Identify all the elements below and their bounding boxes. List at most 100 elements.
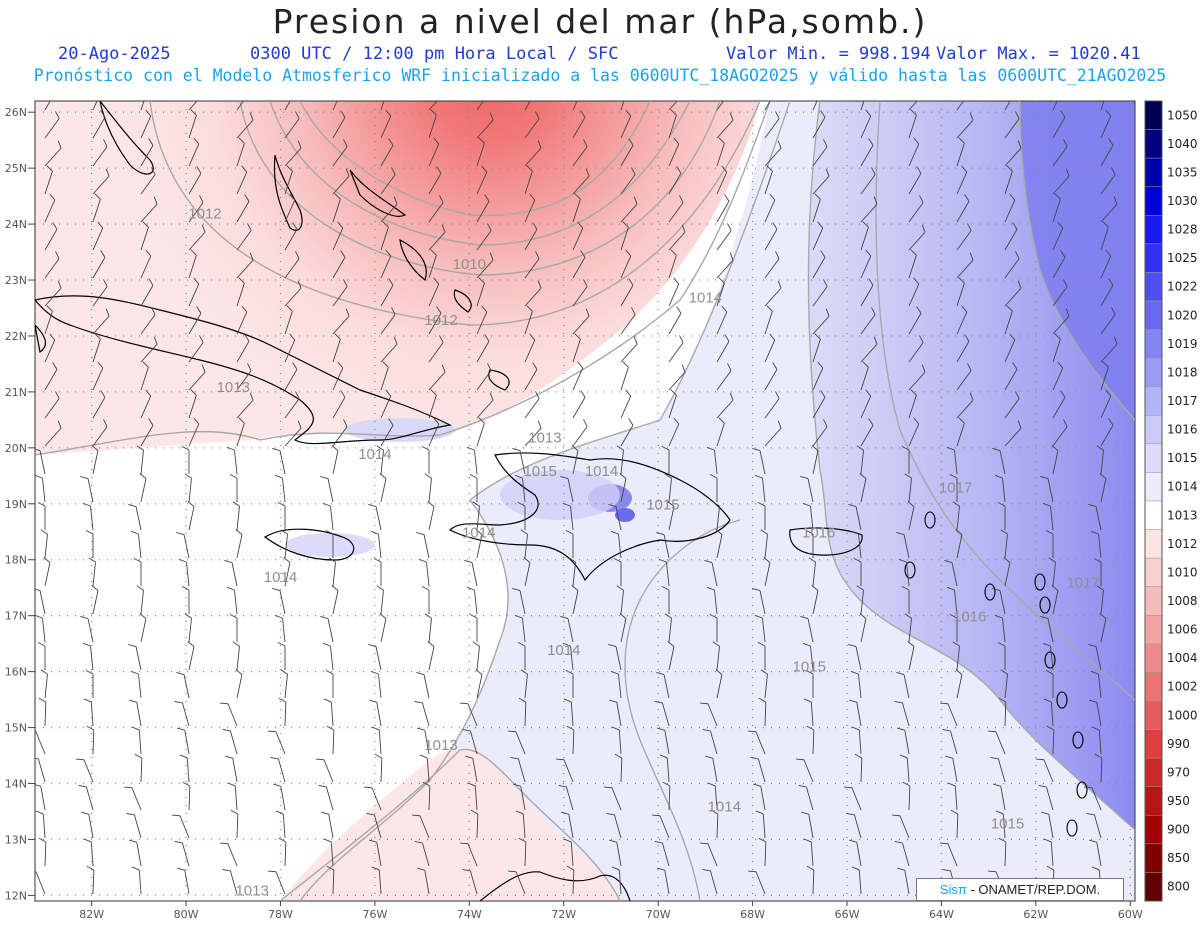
- wind-barb-feather: [565, 529, 574, 535]
- wind-barb: [332, 175, 350, 195]
- wind-barb: [716, 171, 728, 195]
- wind-barb-feather: [823, 419, 828, 427]
- wind-barb-feather: [40, 529, 48, 535]
- coastline: [99, 101, 154, 175]
- wind-barb-feather: [52, 362, 58, 370]
- wind-barb: [668, 255, 677, 279]
- wind-barb-feather: [913, 417, 920, 425]
- island-outline: [1039, 596, 1051, 614]
- wind-barb: [949, 730, 958, 755]
- wind-barb: [1052, 116, 1066, 139]
- wind-barb-feather: [1009, 333, 1016, 341]
- wind-barb: [1100, 314, 1116, 335]
- wind-barb-feather: [897, 867, 905, 871]
- wind-barb: [39, 450, 46, 475]
- wind-barb-feather: [907, 641, 915, 647]
- wind-barb: [332, 450, 339, 475]
- wind-barb-feather: [727, 83, 731, 90]
- colorbar-swatch: [1144, 215, 1163, 245]
- wind-barb: [184, 730, 190, 755]
- wind-barb-feather: [1015, 251, 1020, 259]
- wind-barb: [90, 842, 94, 867]
- wind-barb-feather: [670, 109, 677, 116]
- wind-barb: [236, 200, 250, 223]
- wind-barb-feather: [748, 870, 757, 873]
- wind-barb-feather: [967, 83, 971, 90]
- wind-barb-feather: [83, 838, 92, 843]
- wind-barb-feather: [801, 811, 809, 815]
- wind-barb-feather: [577, 361, 584, 369]
- wind-barb: [805, 786, 814, 811]
- wind-barb: [812, 227, 824, 251]
- wind-barb-feather: [562, 502, 571, 507]
- wind-barb-feather: [388, 278, 394, 286]
- island-outline: [984, 583, 996, 601]
- wind-barb-feather: [566, 725, 575, 731]
- wind-barb-feather: [280, 529, 288, 535]
- wind-barb-feather: [580, 390, 586, 398]
- wind-barb: [860, 590, 864, 615]
- wind-barb-feather: [81, 811, 89, 815]
- wind-barb-feather: [1099, 613, 1107, 619]
- wind-barb-feather: [518, 697, 527, 703]
- wind-barb: [524, 339, 536, 363]
- wind-barb: [428, 371, 446, 391]
- wind-barb-feather: [100, 390, 106, 398]
- wind-barb: [616, 702, 622, 727]
- wind-barb-feather: [865, 109, 872, 117]
- wind-barb: [956, 259, 974, 279]
- wind-barb-feather: [998, 837, 1007, 843]
- wind-barb-feather: [609, 839, 617, 843]
- wind-barb: [668, 172, 682, 195]
- wind-barb: [663, 674, 670, 699]
- wind-barb: [476, 399, 494, 419]
- wind-barb-feather: [442, 85, 445, 92]
- wind-barb-feather: [220, 842, 229, 845]
- wind-barb: [999, 450, 1006, 475]
- wind-barb-feather: [706, 586, 715, 591]
- colorbar-label: 1035: [1167, 165, 1198, 179]
- wind-barb-feather: [391, 307, 396, 315]
- wind-barb: [956, 646, 960, 671]
- lon-tick-label: 72W: [551, 908, 576, 921]
- wind-barb: [716, 259, 734, 279]
- wind-barb-feather: [510, 756, 519, 760]
- wind-barb: [428, 202, 444, 223]
- wind-barb: [92, 590, 99, 615]
- coastline: [453, 289, 472, 313]
- colorbar-swatch: [1144, 815, 1163, 845]
- wind-barb: [712, 758, 718, 783]
- wind-barb: [997, 758, 1006, 783]
- wind-barb-feather: [848, 644, 857, 647]
- wind-barb: [469, 870, 478, 895]
- wind-barb: [956, 200, 970, 223]
- wind-barb-feather: [469, 613, 478, 619]
- wind-barb: [282, 814, 286, 839]
- wind-barb: [35, 731, 46, 755]
- wind-barb: [380, 757, 383, 783]
- wind-barb-feather: [190, 389, 197, 396]
- wind-barb-feather: [654, 840, 663, 844]
- wind-barb: [908, 785, 911, 811]
- wind-barb: [1052, 101, 1058, 111]
- lat-tick-label: 20N: [5, 442, 27, 455]
- lat-tick-label: 26N: [5, 106, 27, 119]
- wind-barb: [524, 258, 540, 279]
- wind-barb-feather: [514, 474, 523, 479]
- wind-barb-feather: [385, 109, 392, 117]
- wind-barb-feather: [230, 809, 239, 815]
- wind-barb-feather: [338, 82, 343, 88]
- coastline: [399, 238, 427, 281]
- wind-barb-feather: [177, 867, 185, 871]
- wind-barb: [524, 287, 542, 307]
- wind-barb-feather: [560, 476, 569, 479]
- wind-barb: [236, 399, 254, 419]
- wind-barb-feather: [897, 727, 905, 731]
- wind-barb: [856, 702, 862, 727]
- isobar-label: 1015: [523, 463, 556, 480]
- wind-barb-feather: [583, 139, 588, 147]
- wind-barb-feather: [753, 783, 761, 787]
- wind-barb-feather: [417, 727, 425, 731]
- wind-barb: [618, 534, 622, 559]
- wind-barb: [908, 231, 926, 251]
